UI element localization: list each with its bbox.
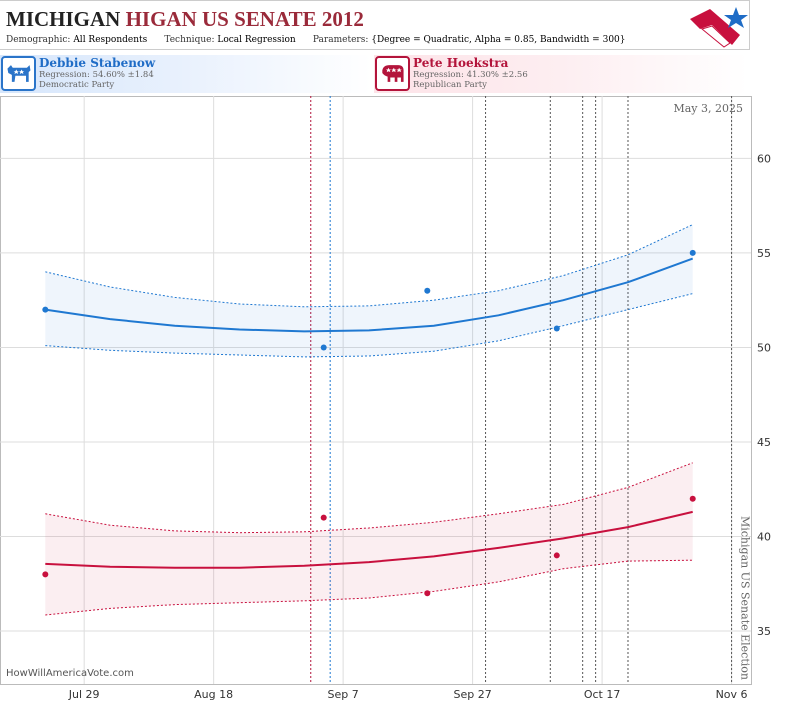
donkey-icon xyxy=(1,56,36,91)
confidence-lower-line xyxy=(45,559,693,616)
parameters-line: Demographic: All Respondents Technique: … xyxy=(6,35,626,45)
y-tick-label: 50 xyxy=(757,341,771,354)
regression-line xyxy=(45,257,694,333)
candidate-card-republican: Pete Hoekstra Regression: 41.30% ±2.56 R… xyxy=(374,55,748,93)
chart-header: MICHIGAN HIGAN US SENATE 2012 Demographi… xyxy=(0,0,750,50)
technique-value: Local Regression xyxy=(217,35,296,45)
candidate-party: Democratic Party xyxy=(39,80,115,90)
technique-label: Technique: xyxy=(164,35,215,45)
demographic-value: All Respondents xyxy=(73,35,148,45)
site-logo-icon xyxy=(690,7,748,48)
poll-point xyxy=(320,344,327,351)
election-label: Michigan US Senate Election xyxy=(739,516,752,680)
regression-line xyxy=(45,510,693,569)
poll-point xyxy=(689,249,696,256)
candidate-party: Republican Party xyxy=(413,80,487,90)
poll-point xyxy=(553,552,560,559)
parameters-value: {Degree = Quadratic, Alpha = 0.85, Bandw… xyxy=(371,35,626,45)
confidence-upper-line xyxy=(45,462,693,534)
x-tick-label: Oct 17 xyxy=(584,688,621,701)
candidate-regression: Regression: 41.30% ±2.56 xyxy=(413,70,528,80)
candidate-regression: Regression: 54.60% ±1.84 xyxy=(39,70,154,80)
poll-point xyxy=(42,306,49,313)
x-tick-label: Nov 6 xyxy=(716,688,748,701)
confidence-band xyxy=(45,224,693,357)
y-tick-label: 60 xyxy=(757,152,771,165)
parameters-label: Parameters: xyxy=(312,35,369,45)
regression-chart: 35 40 45 50 55 60 Jul 29 Aug 18 Sep 7 Sep 27 Oct 1… xyxy=(0,96,771,701)
candidate-card-democrat: Debbie Stabenow Regression: 54.60% ±1.84… xyxy=(0,55,372,93)
confidence-lower-line xyxy=(45,293,693,358)
candidate-name: Debbie Stabenow xyxy=(39,56,156,70)
title-race: HIGAN US SENATE 2012 xyxy=(125,7,364,31)
chart-title: MICHIGAN HIGAN US SENATE 2012 xyxy=(6,7,364,32)
site-credit: HowWillAmericaVote.com xyxy=(6,668,134,679)
candidate-name: Pete Hoekstra xyxy=(413,56,509,70)
y-tick-label: 55 xyxy=(757,247,771,260)
poll-point xyxy=(42,571,49,578)
elephant-icon xyxy=(375,56,410,91)
poll-point xyxy=(424,287,431,294)
as-of-date: May 3, 2025 xyxy=(673,102,743,115)
x-tick-label: Sep 7 xyxy=(328,688,359,701)
poll-point xyxy=(689,495,696,502)
x-tick-label: Sep 27 xyxy=(453,688,491,701)
poll-point xyxy=(553,325,560,332)
y-tick-label: 45 xyxy=(757,436,771,449)
x-tick-label: Jul 29 xyxy=(68,688,100,701)
poll-point xyxy=(320,514,327,521)
y-tick-label: 40 xyxy=(757,531,771,544)
poll-point xyxy=(424,590,431,597)
y-tick-label: 35 xyxy=(757,625,771,638)
title-state: MICHIGAN xyxy=(6,7,121,31)
plot-frame xyxy=(0,96,752,685)
x-tick-label: Aug 18 xyxy=(194,688,233,701)
demographic-label: Demographic: xyxy=(6,35,71,45)
confidence-band xyxy=(45,462,693,615)
